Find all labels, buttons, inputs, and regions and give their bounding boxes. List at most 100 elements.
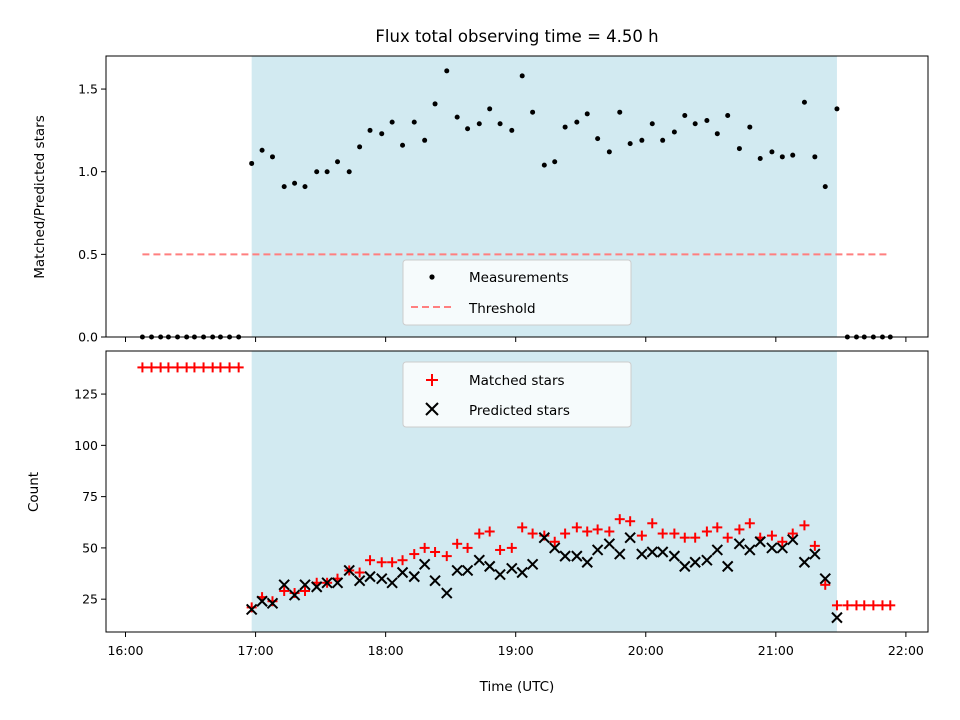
matched-star-point [820, 579, 831, 590]
measurement-point [822, 184, 828, 190]
x-tick-label: 22:00 [888, 643, 924, 658]
predicted-star-point [603, 538, 616, 550]
matched-star-point [452, 538, 463, 549]
predicted-star-point [310, 581, 323, 593]
matched-star-point [163, 362, 174, 373]
predicted-star-point [418, 558, 431, 571]
matched-star-point [224, 362, 235, 373]
top-x-ticks [125, 337, 907, 342]
measurement-point [812, 154, 818, 160]
bottom-y-ticks: 25 50 75 100 125 [74, 387, 106, 607]
measurement-point [617, 109, 623, 115]
y-tick-label: 0.0 [78, 330, 98, 345]
matched-star-point [441, 551, 452, 562]
predicted-star-point [526, 558, 539, 571]
matched-star-point [549, 536, 560, 547]
measurement-point [357, 144, 363, 150]
predicted-star-point [809, 548, 821, 560]
matched-star-point [809, 540, 820, 551]
legend-measurements-marker [429, 274, 435, 280]
measurement-point [757, 155, 763, 161]
predicted-star-point [331, 577, 344, 589]
measurement-point [487, 106, 493, 112]
predicted-star-point [721, 560, 734, 573]
matched-star-point [387, 557, 398, 568]
measurement-point [346, 169, 352, 175]
matched-star-point [560, 528, 571, 539]
predicted-star-point [819, 572, 831, 585]
matched-star-point [657, 528, 668, 539]
matched-star-point [571, 522, 582, 533]
measurement-point [379, 131, 385, 137]
legend-predicted-label: Predicted stars [469, 403, 570, 419]
predicted-star-point [744, 544, 756, 556]
predicted-star-point [646, 546, 658, 558]
matched-star-point [462, 542, 473, 553]
matched-star-point [722, 532, 733, 543]
y-tick-label: 25 [82, 592, 98, 607]
measurement-point [682, 113, 688, 119]
y-tick-label: 1.5 [78, 82, 98, 97]
matched-star-point [799, 520, 810, 531]
measurement-point [801, 99, 807, 105]
measurement-point [595, 136, 601, 142]
measurement-point [779, 154, 785, 160]
predicted-star-point [376, 572, 388, 585]
matched-star-point [777, 536, 788, 547]
predicted-star-point [679, 560, 691, 573]
measurement-point [411, 119, 417, 125]
measurement-point [692, 121, 698, 127]
matched-star-point [299, 585, 310, 596]
measurement-point [725, 113, 731, 119]
bottom-x-ticks: 16:00 17:00 18:00 19:00 20:00 21:00 22:00 [107, 632, 924, 658]
measurement-point [400, 142, 406, 148]
matched-star-point [527, 528, 538, 539]
matched-star-point [669, 528, 680, 539]
measurement-point [302, 184, 308, 190]
matched-star-point [859, 600, 870, 611]
measurement-point [465, 126, 471, 132]
matched-star-point [146, 362, 157, 373]
bottom-panel: 25 50 75 100 125 16:00 17:00 18:00 19:00 20:00 21… [26, 350, 929, 695]
predicted-star-point [538, 531, 551, 544]
measurement-point [269, 154, 275, 160]
predicted-star-point [299, 579, 311, 591]
predicted-star-point [494, 568, 506, 581]
legend-threshold-label: Threshold [468, 301, 536, 317]
matched-star-point [787, 528, 798, 539]
matched-star-point [868, 600, 879, 611]
measurement-point [530, 109, 536, 115]
predicted-star-point [516, 566, 528, 579]
matched-star-point [636, 530, 647, 541]
predicted-star-point [288, 589, 301, 601]
top-y-ticks: 0.0 0.5 1.0 1.5 [78, 82, 106, 345]
measurement-point [574, 119, 580, 125]
matched-star-point [279, 585, 290, 596]
matched-star-point [419, 542, 430, 553]
predicted-star-point [614, 548, 626, 560]
bottom-y-axis-label: Count [26, 472, 42, 512]
predicted-star-point [461, 564, 474, 577]
matched-star-point [495, 544, 506, 555]
matched-star-point [592, 524, 603, 535]
top-legend: Measurements Threshold [402, 259, 632, 326]
matched-star-point [484, 526, 495, 537]
predicted-star-point [549, 542, 561, 554]
measurement-point [509, 127, 515, 133]
bottom-legend-box [402, 361, 632, 428]
measurement-point [649, 121, 655, 127]
predicted-star-point [798, 556, 811, 568]
matched-star-point [701, 526, 712, 537]
predicted-star-point [766, 542, 778, 554]
measurements-points [139, 68, 893, 340]
matched-star-point [474, 528, 485, 539]
legend-matched-marker [426, 374, 438, 386]
predicted-star-point [787, 533, 799, 546]
matched-star-point [712, 522, 723, 533]
predicted-star-point [668, 550, 681, 562]
measurement-point [389, 119, 395, 125]
matched-star-point [614, 514, 625, 525]
predicted-star-point [364, 570, 376, 583]
matched-star-point [625, 516, 636, 527]
measurement-point [562, 124, 568, 130]
